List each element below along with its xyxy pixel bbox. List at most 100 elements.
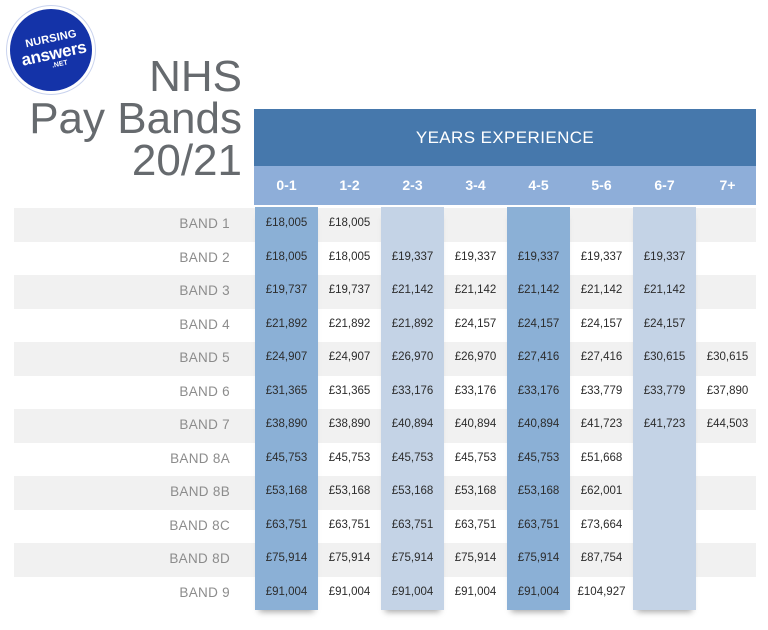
salary-cell: £24,157	[517, 317, 560, 330]
salary-cell: £30,615	[706, 351, 749, 363]
salary-cell: £73,664	[580, 518, 623, 531]
years-experience-header: YEARS EXPERIENCE	[254, 109, 756, 166]
column-highlight	[255, 207, 318, 610]
salary-cell: £21,142	[454, 284, 497, 296]
salary-cell: £40,894	[517, 418, 560, 430]
band-label: BAND 8B	[170, 484, 230, 499]
salary-cell: £18,005	[265, 217, 308, 229]
salary-cell: £91,004	[454, 585, 497, 598]
salary-cell: £21,892	[391, 317, 434, 330]
salary-cell: £27,416	[580, 351, 623, 363]
column-highlight	[507, 207, 570, 610]
salary-cell: £19,337	[517, 250, 560, 263]
column-header-7: 7+	[719, 177, 736, 193]
column-header-5: 5-6	[591, 177, 612, 193]
salary-cell: £75,914	[517, 552, 560, 564]
column-header-0: 0-1	[276, 177, 297, 193]
salary-cell: £75,914	[328, 552, 371, 564]
title-line-3: 20/21	[131, 136, 242, 185]
column-header-2: 2-3	[402, 177, 423, 193]
salary-cell: £19,337	[643, 250, 686, 263]
salary-cell: £63,751	[328, 518, 371, 531]
salary-cell: £33,176	[517, 384, 560, 397]
band-label: BAND 8D	[169, 551, 230, 566]
salary-cell: £24,157	[643, 317, 686, 330]
salary-cell: £31,365	[265, 384, 308, 397]
column-highlight	[633, 207, 696, 610]
band-label: BAND 9	[179, 584, 230, 600]
salary-cell: £33,779	[580, 384, 623, 397]
column-header-6: 6-7	[654, 177, 675, 193]
nursing-answers-logo: NURSING answers .NET	[10, 9, 92, 91]
salary-cell: £26,970	[391, 351, 434, 363]
salary-cell: £21,142	[643, 284, 686, 296]
salary-cell: £91,004	[391, 585, 434, 598]
salary-cell: £45,753	[454, 451, 497, 464]
salary-cell: £37,890	[706, 384, 749, 397]
salary-cell: £53,168	[391, 485, 434, 497]
salary-cell: £53,168	[265, 485, 308, 497]
salary-cell: £33,176	[454, 384, 497, 397]
salary-cell: £91,004	[328, 585, 371, 598]
salary-cell: £18,005	[328, 217, 371, 229]
salary-cell: £53,168	[328, 485, 371, 497]
band-label: BAND 7	[179, 417, 230, 432]
salary-cell: £30,615	[643, 351, 686, 363]
salary-cell: £21,142	[391, 284, 434, 296]
salary-cell: £75,914	[454, 552, 497, 564]
salary-cell: £104,927	[577, 585, 626, 598]
salary-cell: £24,157	[454, 317, 497, 330]
column-header-3: 3-4	[465, 177, 486, 193]
band-label: BAND 8A	[170, 450, 230, 466]
years-experience-label: YEARS EXPERIENCE	[415, 127, 595, 147]
salary-cell: £40,894	[391, 418, 434, 430]
salary-cell: £26,970	[454, 351, 497, 363]
band-label: BAND 1	[179, 216, 230, 231]
salary-cell: £19,337	[580, 250, 623, 263]
salary-cell: £63,751	[391, 518, 434, 531]
salary-cell: £19,737	[265, 284, 308, 296]
salary-cell: £31,365	[328, 384, 371, 397]
salary-cell: £62,001	[580, 485, 623, 497]
salary-cell: £24,907	[265, 351, 308, 363]
salary-cell: £53,168	[454, 485, 497, 497]
salary-cell: £45,753	[265, 451, 308, 464]
salary-cell: £21,142	[517, 284, 560, 296]
salary-cell: £24,157	[580, 317, 623, 330]
band-label: BAND 4	[179, 316, 230, 332]
salary-cell: £87,754	[580, 552, 623, 564]
salary-cell: £75,914	[391, 552, 434, 564]
salary-cell: £21,892	[265, 317, 308, 330]
column-highlight	[381, 207, 444, 610]
salary-cell: £75,914	[265, 552, 308, 564]
salary-cell: £18,005	[265, 250, 308, 263]
page-title: NHS Pay Bands 20/21	[29, 52, 242, 185]
salary-cell: £19,337	[454, 250, 497, 263]
salary-cell: £18,005	[328, 250, 371, 263]
title-line-2: Pay Bands	[29, 94, 242, 143]
band-label: BAND 5	[179, 350, 230, 365]
salary-cell: £91,004	[517, 585, 560, 598]
salary-cell: £44,503	[706, 418, 749, 430]
salary-cell: £38,890	[328, 418, 371, 430]
salary-cell: £21,142	[580, 284, 623, 296]
salary-cell: £45,753	[328, 451, 371, 464]
salary-cell: £63,751	[454, 518, 497, 531]
salary-cell: £45,753	[391, 451, 434, 464]
salary-cell: £33,779	[643, 384, 686, 397]
salary-cell: £63,751	[517, 518, 560, 531]
salary-cell: £21,892	[328, 317, 371, 330]
salary-cell: £33,176	[391, 384, 434, 397]
salary-cell: £24,907	[328, 351, 371, 363]
salary-cell: £51,668	[580, 451, 623, 464]
salary-cell: £45,753	[517, 451, 560, 464]
column-header-1: 1-2	[339, 177, 360, 193]
column-header-4: 4-5	[528, 177, 549, 193]
salary-cell: £40,894	[454, 418, 497, 430]
salary-cell: £38,890	[265, 418, 308, 430]
band-label: BAND 2	[179, 249, 230, 265]
salary-cell: £27,416	[517, 351, 560, 363]
salary-cell: £19,737	[328, 284, 371, 296]
salary-cell: £19,337	[391, 250, 434, 263]
title-line-1: NHS	[149, 52, 242, 101]
